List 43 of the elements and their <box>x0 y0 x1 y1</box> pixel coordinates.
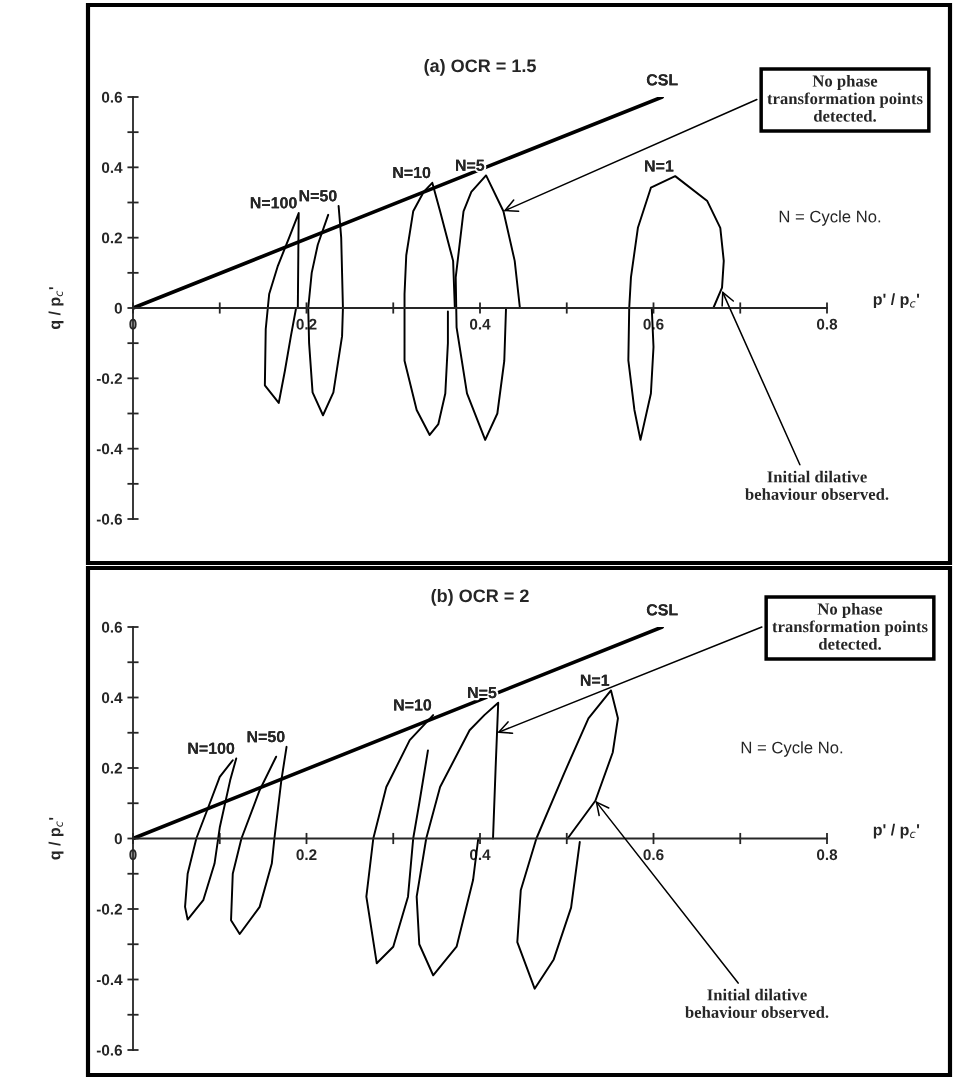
series-label: N=10 <box>393 166 431 179</box>
series-label: N=100 <box>188 742 235 754</box>
y-tick-label: 0 <box>114 833 122 845</box>
y-tick-label: 0 <box>114 302 122 314</box>
x-tick-label: 0.2 <box>296 849 317 861</box>
series-label: N=100 <box>250 197 297 209</box>
series-label: N=10 <box>394 699 432 711</box>
annotation: Initial dilative behaviour observed. <box>685 988 829 1018</box>
annotation: N = Cycle No. <box>741 741 843 757</box>
chart-title: (b) OCR = 2 <box>431 588 529 606</box>
y-tick-label: 0.2 <box>101 232 122 244</box>
y-tick-label: -0.2 <box>96 903 122 915</box>
y-tick-label: 0.6 <box>101 621 123 633</box>
x-axis-title: p' / p$_{c}$' <box>873 293 920 309</box>
series-label: N=1 <box>580 674 610 686</box>
x-tick-label: 0.8 <box>816 318 838 330</box>
y-tick-label: 0.2 <box>101 762 122 774</box>
y-axis-title: q / p$_{c}$' <box>48 287 64 330</box>
series-label: CSL <box>646 604 678 616</box>
y-tick-label: -0.6 <box>96 1044 123 1056</box>
y-tick-label: 0.6 <box>101 91 123 103</box>
series-label: CSL <box>646 74 678 86</box>
x-tick-label: 0.6 <box>643 849 664 861</box>
y-tick-label: -0.4 <box>96 974 123 986</box>
y-tick-label: 0.4 <box>101 162 123 174</box>
y-axis-title: q / p$_{c}$' <box>48 817 64 860</box>
series-label: N=5 <box>468 687 497 699</box>
series-label: N=1 <box>645 160 674 172</box>
y-tick-label: -0.2 <box>96 373 122 385</box>
annotation: N = Cycle No. <box>779 210 881 226</box>
y-tick-label: -0.6 <box>96 513 123 525</box>
x-tick-label: 0.4 <box>469 318 491 330</box>
chart-title: (a) OCR = 1.5 <box>424 58 536 76</box>
annotation: No phase transformation points detected. <box>767 74 923 122</box>
annotation: Initial dilative behaviour observed. <box>745 470 889 500</box>
series-label: N=50 <box>299 190 337 202</box>
x-axis-title: p' / p$_{c}$' <box>873 823 920 839</box>
annotation: No phase transformation points detected. <box>772 602 928 650</box>
y-tick-label: 0.4 <box>101 692 123 704</box>
x-tick-label: 0.8 <box>816 849 838 861</box>
series-label: N=5 <box>456 159 485 171</box>
y-tick-label: -0.4 <box>96 443 123 455</box>
series-label: N=50 <box>247 730 285 743</box>
